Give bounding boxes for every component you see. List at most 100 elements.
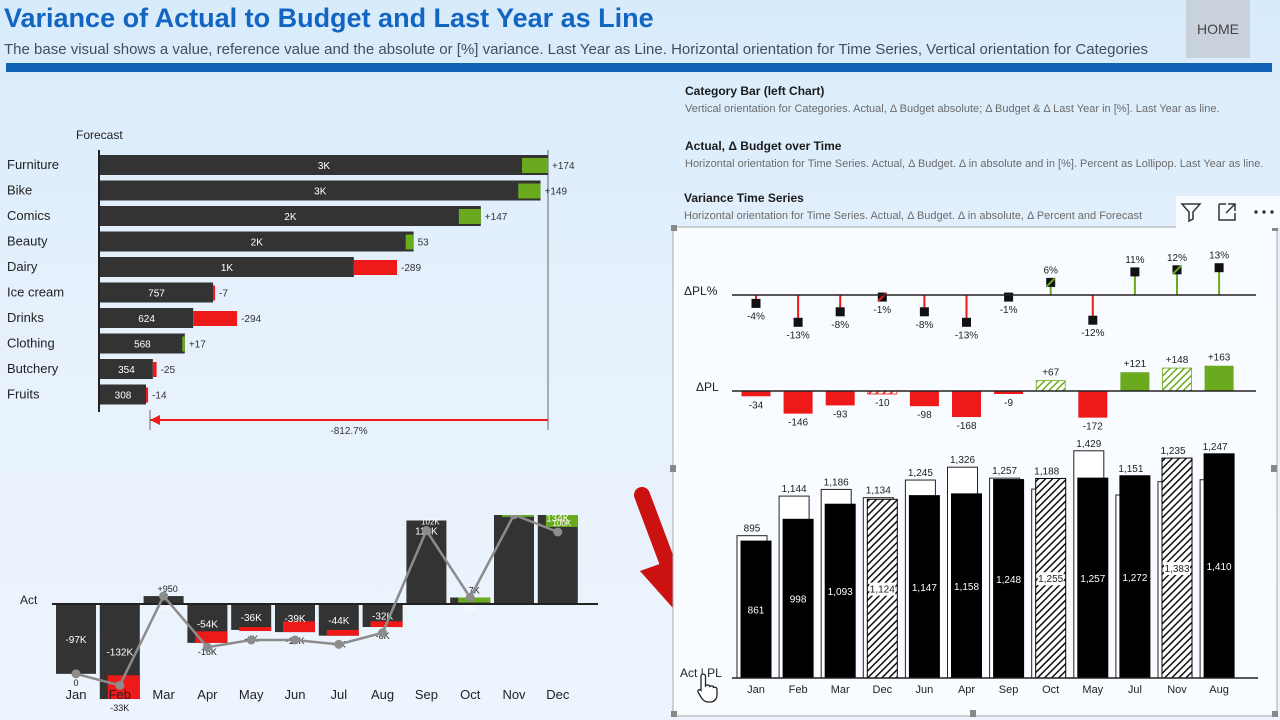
row-label-act: Act: [20, 593, 38, 607]
actual-label-jul: 1,272: [1122, 573, 1147, 584]
category-label-butchery: Butchery: [7, 361, 59, 376]
variance-label-mar: +950: [157, 584, 177, 594]
more-options-icon[interactable]: [1252, 200, 1276, 224]
lollipop-head-apr: [962, 317, 971, 327]
variance-label-butchery: -25: [161, 365, 176, 376]
month-label-aug: Aug: [1209, 684, 1229, 696]
desc-category-bar-title: Category Bar (left Chart): [685, 84, 825, 98]
last-year-point-dec: [553, 527, 563, 537]
category-label-ice-cream: Ice cream: [7, 285, 64, 300]
variance-bar-furniture: [522, 158, 548, 173]
column-value-label-jun: -39K: [284, 614, 305, 625]
reference-label-oct: 1,188: [1034, 466, 1059, 477]
reference-label-jul: 1,151: [1118, 464, 1143, 475]
variance-label-clothing: +17: [189, 340, 206, 351]
delta-label-jul: +121: [1124, 359, 1147, 370]
variance-label-ice-cream: -7: [219, 289, 228, 300]
variance-label-comics: +147: [485, 212, 508, 223]
month-label-jan: Jan: [66, 687, 87, 702]
delta-bar-mar: [825, 391, 855, 406]
row-label-act-pl: Act | PL: [680, 666, 722, 680]
lollipop-label-jun: -8%: [916, 320, 934, 331]
cursor-icon: [697, 673, 718, 703]
desc-category-bar-text: Vertical orientation for Categories. Act…: [685, 103, 1220, 115]
forecast-label: Forecast: [76, 128, 123, 142]
month-label-jun: Jun: [916, 684, 934, 696]
value-label-fruits: 308: [115, 391, 132, 402]
lollipop-head-jun: [919, 307, 929, 317]
lollipop-head-aug: [1214, 263, 1224, 273]
delta-label-dec: -10: [875, 398, 890, 409]
delta-label-oct: +67: [1042, 368, 1059, 379]
focus-mode-icon[interactable]: [1215, 200, 1239, 224]
variance-label-jan: 0: [73, 678, 78, 688]
value-label-butchery: 354: [118, 365, 135, 376]
lollipop-label-dec: -1%: [873, 305, 891, 316]
total-arrow-head: [150, 415, 160, 425]
variance-label-drinks: -294: [241, 314, 261, 325]
lollipop-forecast-mark-nov: [1172, 265, 1182, 275]
last-year-point-nov: [509, 515, 519, 520]
last-year-point-jan: [71, 669, 81, 679]
column-value-label-jul: -44K: [328, 616, 349, 627]
variance-column-dec: [545, 515, 578, 527]
bar-furniture: [100, 155, 548, 175]
bar-drinks: [100, 308, 194, 328]
month-label-jul: Jul: [1128, 684, 1142, 696]
last-year-point-may: [246, 635, 256, 645]
delta-label-may: -172: [1083, 422, 1103, 433]
variance-bar-drinks: [193, 311, 238, 326]
actual-bar-jan: [740, 540, 772, 679]
last-year-point-jun: [290, 635, 300, 645]
variance-bar-clothing: [182, 336, 185, 352]
month-label-may: May: [239, 687, 264, 702]
bar-clothing: [100, 333, 185, 354]
lollipop-label-aug: 13%: [1209, 251, 1229, 262]
month-label-dec: Dec: [546, 687, 570, 702]
visual-header-toolbar: [1176, 196, 1280, 228]
actual-label-jan: 861: [748, 606, 765, 617]
month-label-may: May: [1082, 684, 1103, 696]
variance-column-may: [239, 627, 272, 632]
lollipop-label-jan: -4%: [747, 311, 765, 322]
month-label-apr: Apr: [197, 687, 218, 702]
value-label-furniture: 3K: [318, 161, 331, 172]
bar-fruits: [100, 384, 146, 405]
variance-column-oct: [458, 597, 491, 603]
lollipop-label-feb: -13%: [786, 330, 809, 341]
resize-edge-0: [970, 710, 976, 717]
actual-label-sep: 1,248: [996, 575, 1021, 586]
desc-actual-budget-title: Actual, Δ Budget over Time: [685, 139, 842, 153]
variance-column-apr: [195, 631, 228, 643]
column-value-label-mar: 11K: [155, 602, 172, 613]
delta-label-sep: -9: [1004, 398, 1013, 409]
resize-edge-2: [1271, 465, 1277, 472]
last-year-line: [75, 515, 559, 687]
month-label-aug: Aug: [371, 687, 394, 702]
bar-dairy: [100, 257, 354, 277]
category-bar-chart: Forecast Furniture 3K +174 Bike 3K +149 Comics 2…: [7, 128, 575, 437]
month-label-jun: Jun: [285, 687, 306, 702]
lollipop-label-jul: 11%: [1125, 255, 1144, 266]
variance-bar-dairy: [353, 260, 398, 275]
reference-label-feb: 1,144: [782, 484, 807, 495]
actual-label-may: 1,257: [1080, 574, 1105, 585]
last-year-point-feb: [115, 680, 125, 690]
filter-icon[interactable]: [1179, 200, 1203, 224]
page-title: Variance of Actual to Budget and Last Ye…: [4, 3, 654, 33]
actual-bar-sep: [993, 479, 1025, 679]
variance-label-bike: +149: [545, 187, 568, 198]
home-button[interactable]: HOME: [1186, 0, 1250, 58]
variance-time-series-visual[interactable]: ΔPL% -4% -13% -8% -1% -8% -13% -1% 6% -12% 11% 12% 1…: [670, 224, 1280, 720]
category-label-bike: Bike: [7, 183, 32, 198]
actual-bar-jun: [908, 495, 940, 679]
category-label-drinks: Drinks: [7, 310, 44, 325]
delta-label-apr: -168: [956, 421, 976, 432]
value-label-clothing: 568: [134, 340, 151, 351]
lollipop-label-apr: -13%: [955, 330, 978, 341]
reference-label-jan: 895: [744, 524, 761, 535]
row-label-delta-pl: ΔPL: [696, 380, 719, 394]
delta-bar-apr: [952, 391, 981, 418]
month-label-nov: Nov: [502, 687, 526, 702]
